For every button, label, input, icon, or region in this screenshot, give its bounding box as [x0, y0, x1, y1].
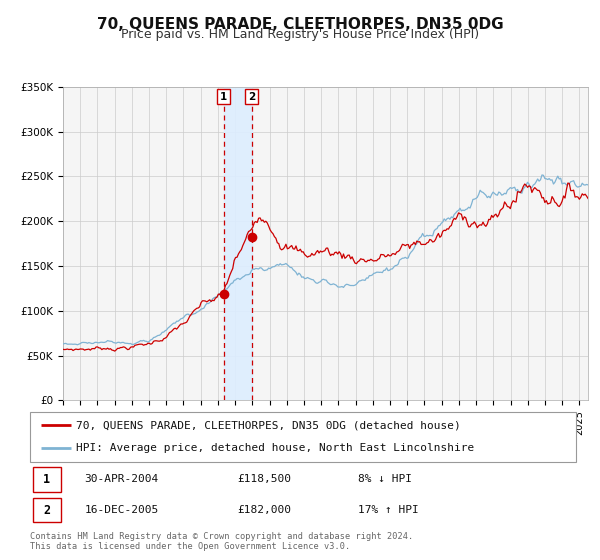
Text: 16-DEC-2005: 16-DEC-2005 — [85, 505, 159, 515]
Text: 2: 2 — [43, 503, 50, 517]
Text: HPI: Average price, detached house, North East Lincolnshire: HPI: Average price, detached house, Nort… — [76, 444, 475, 454]
FancyBboxPatch shape — [30, 412, 576, 462]
Text: £182,000: £182,000 — [238, 505, 292, 515]
Text: 1: 1 — [220, 91, 227, 101]
FancyBboxPatch shape — [33, 467, 61, 492]
Text: 8% ↓ HPI: 8% ↓ HPI — [358, 474, 412, 484]
Text: Contains HM Land Registry data © Crown copyright and database right 2024.
This d: Contains HM Land Registry data © Crown c… — [30, 532, 413, 552]
Text: 70, QUEENS PARADE, CLEETHORPES, DN35 0DG (detached house): 70, QUEENS PARADE, CLEETHORPES, DN35 0DG… — [76, 420, 461, 430]
Text: 30-APR-2004: 30-APR-2004 — [85, 474, 159, 484]
FancyBboxPatch shape — [33, 498, 61, 522]
Text: Price paid vs. HM Land Registry's House Price Index (HPI): Price paid vs. HM Land Registry's House … — [121, 28, 479, 41]
Text: 1: 1 — [43, 473, 50, 486]
Text: £118,500: £118,500 — [238, 474, 292, 484]
Text: 70, QUEENS PARADE, CLEETHORPES, DN35 0DG: 70, QUEENS PARADE, CLEETHORPES, DN35 0DG — [97, 17, 503, 32]
Text: 17% ↑ HPI: 17% ↑ HPI — [358, 505, 418, 515]
Text: 2: 2 — [248, 91, 255, 101]
Bar — [224, 87, 251, 400]
